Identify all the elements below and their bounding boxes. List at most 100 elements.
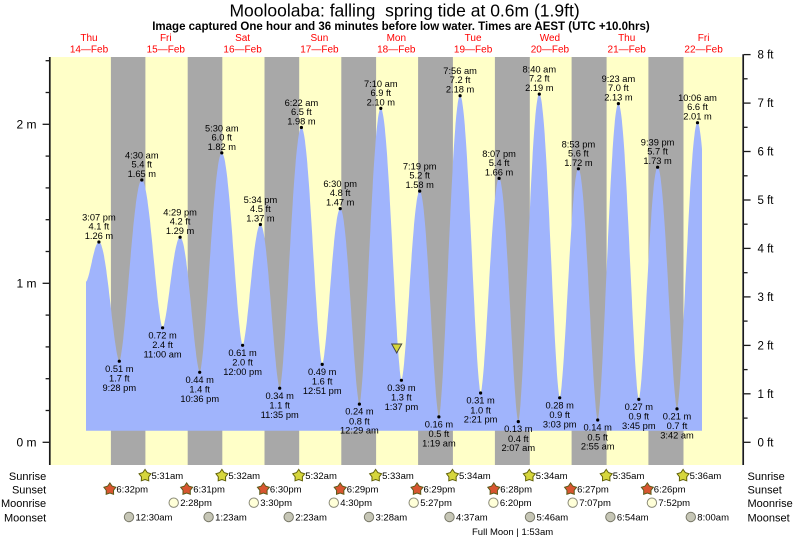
svg-text:0 m: 0 m [16, 435, 36, 449]
svg-text:2:28pm: 2:28pm [180, 498, 212, 509]
svg-text:Tue: Tue [465, 33, 482, 44]
svg-text:9:39 pm: 9:39 pm [641, 138, 675, 148]
svg-text:0.21 m: 0.21 m [663, 412, 692, 422]
svg-text:7:56 am: 7:56 am [443, 66, 477, 76]
svg-text:1.73 m: 1.73 m [643, 156, 672, 166]
svg-text:7:10 am: 7:10 am [364, 79, 398, 89]
svg-text:Thu: Thu [80, 33, 97, 44]
svg-text:6.9 ft: 6.9 ft [370, 88, 391, 98]
svg-text:1.66 m: 1.66 m [485, 167, 514, 177]
svg-text:0.9 ft: 0.9 ft [628, 412, 649, 422]
svg-text:0.27 m: 0.27 m [625, 402, 654, 412]
svg-text:1:19 am: 1:19 am [422, 439, 456, 449]
svg-text:1.37 m: 1.37 m [246, 214, 275, 224]
svg-text:10:36 pm: 10:36 pm [180, 394, 219, 404]
svg-text:Fri: Fri [698, 33, 710, 44]
svg-text:7.2 ft: 7.2 ft [529, 74, 550, 84]
svg-text:8 ft: 8 ft [758, 50, 775, 62]
svg-text:Mon: Mon [387, 33, 406, 44]
svg-text:0.51 m: 0.51 m [105, 364, 134, 374]
svg-text:1.26 m: 1.26 m [85, 231, 114, 241]
svg-text:5 ft: 5 ft [758, 195, 775, 207]
svg-text:5.6 ft: 5.6 ft [568, 148, 589, 158]
svg-text:2:07 am: 2:07 am [502, 443, 536, 453]
svg-text:18—Feb: 18—Feb [377, 45, 416, 56]
svg-text:20—Feb: 20—Feb [531, 45, 570, 56]
svg-text:3:03 pm: 3:03 pm [543, 419, 577, 429]
svg-text:1.29 m: 1.29 m [166, 226, 195, 236]
svg-text:1.3 ft: 1.3 ft [391, 393, 412, 403]
svg-text:2.18 m: 2.18 m [446, 85, 475, 95]
svg-text:0.14 m: 0.14 m [583, 423, 612, 433]
svg-text:11:35 pm: 11:35 pm [261, 410, 299, 420]
svg-text:5:36am: 5:36am [690, 471, 722, 482]
svg-text:6:30pm: 6:30pm [270, 485, 302, 496]
svg-text:2 m: 2 m [16, 117, 36, 131]
svg-text:4.5 ft: 4.5 ft [250, 204, 271, 214]
svg-text:5:31am: 5:31am [152, 471, 184, 482]
svg-text:4.1 ft: 4.1 ft [89, 222, 110, 232]
svg-text:0.39 m: 0.39 m [387, 383, 416, 393]
svg-text:3:07 pm: 3:07 pm [82, 213, 116, 223]
svg-text:0.24 m: 0.24 m [345, 407, 374, 417]
svg-text:4.2 ft: 4.2 ft [170, 217, 191, 227]
svg-text:16—Feb: 16—Feb [223, 45, 262, 56]
svg-text:2.13 m: 2.13 m [604, 93, 633, 103]
svg-text:5:34 pm: 5:34 pm [244, 195, 278, 205]
svg-text:0.34 m: 0.34 m [265, 391, 294, 401]
svg-text:1.47 m: 1.47 m [326, 198, 355, 208]
svg-text:0.5 ft: 0.5 ft [429, 429, 450, 439]
svg-text:1:37 pm: 1:37 pm [385, 402, 419, 412]
svg-text:Thu: Thu [618, 33, 635, 44]
svg-text:4.8 ft: 4.8 ft [330, 188, 351, 198]
svg-text:2:21 pm: 2:21 pm [464, 415, 498, 425]
svg-text:6:26pm: 6:26pm [654, 485, 686, 496]
svg-text:7 ft: 7 ft [758, 98, 775, 110]
svg-text:3:45 pm: 3:45 pm [622, 421, 656, 431]
svg-text:15—Feb: 15—Feb [147, 45, 186, 56]
svg-text:Mooloolaba: falling spring ti: Mooloolaba: falling spring tide at 0.6m … [229, 1, 579, 21]
svg-text:6:29pm: 6:29pm [424, 485, 456, 496]
svg-text:21—Feb: 21—Feb [608, 45, 647, 56]
svg-text:5.7 ft: 5.7 ft [647, 147, 668, 157]
svg-text:Moonset: Moonset [4, 512, 46, 524]
svg-text:3:42 am: 3:42 am [660, 431, 694, 441]
svg-text:0 ft: 0 ft [758, 437, 775, 449]
svg-text:7:07pm: 7:07pm [579, 498, 611, 509]
svg-text:17—Feb: 17—Feb [300, 45, 339, 56]
svg-text:7:19 pm: 7:19 pm [403, 162, 437, 172]
svg-text:9:23 am: 9:23 am [602, 74, 636, 84]
svg-text:5:35am: 5:35am [613, 471, 645, 482]
svg-text:5:33am: 5:33am [382, 471, 414, 482]
svg-text:1.72 m: 1.72 m [564, 158, 593, 168]
svg-text:Moonrise: Moonrise [1, 498, 46, 510]
svg-text:6.0 ft: 6.0 ft [211, 132, 232, 142]
svg-text:5:30 am: 5:30 am [205, 123, 239, 133]
svg-text:19—Feb: 19—Feb [454, 45, 493, 56]
svg-text:2.0 ft: 2.0 ft [232, 358, 253, 368]
svg-text:1.65 m: 1.65 m [128, 169, 157, 179]
svg-text:Full Moon | 1:53am: Full Moon | 1:53am [472, 527, 553, 538]
svg-text:1 ft: 1 ft [758, 389, 775, 401]
svg-text:Sat: Sat [235, 33, 250, 44]
svg-text:7:52pm: 7:52pm [658, 498, 690, 509]
svg-text:6:54am: 6:54am [617, 512, 649, 523]
svg-text:2.10 m: 2.10 m [367, 97, 396, 107]
svg-text:6:20pm: 6:20pm [500, 498, 532, 509]
svg-text:1:23am: 1:23am [215, 512, 247, 523]
svg-text:2 ft: 2 ft [758, 341, 775, 353]
svg-text:7.2 ft: 7.2 ft [450, 75, 471, 85]
svg-text:Image captured One hour and 36: Image captured One hour and 36 minutes b… [152, 21, 650, 33]
svg-text:Fri: Fri [160, 33, 172, 44]
svg-text:3:30pm: 3:30pm [260, 498, 292, 509]
svg-text:Sunset: Sunset [748, 485, 782, 497]
svg-text:14—Feb: 14—Feb [70, 45, 109, 56]
svg-text:0.5 ft: 0.5 ft [587, 432, 608, 442]
svg-text:8:53 pm: 8:53 pm [562, 139, 596, 149]
svg-text:1.82 m: 1.82 m [208, 142, 237, 152]
svg-text:Sunrise: Sunrise [748, 471, 785, 483]
svg-text:Sunrise: Sunrise [9, 471, 46, 483]
svg-text:0.4 ft: 0.4 ft [508, 434, 529, 444]
svg-text:2.4 ft: 2.4 ft [152, 340, 173, 350]
svg-text:8:00am: 8:00am [697, 512, 729, 523]
